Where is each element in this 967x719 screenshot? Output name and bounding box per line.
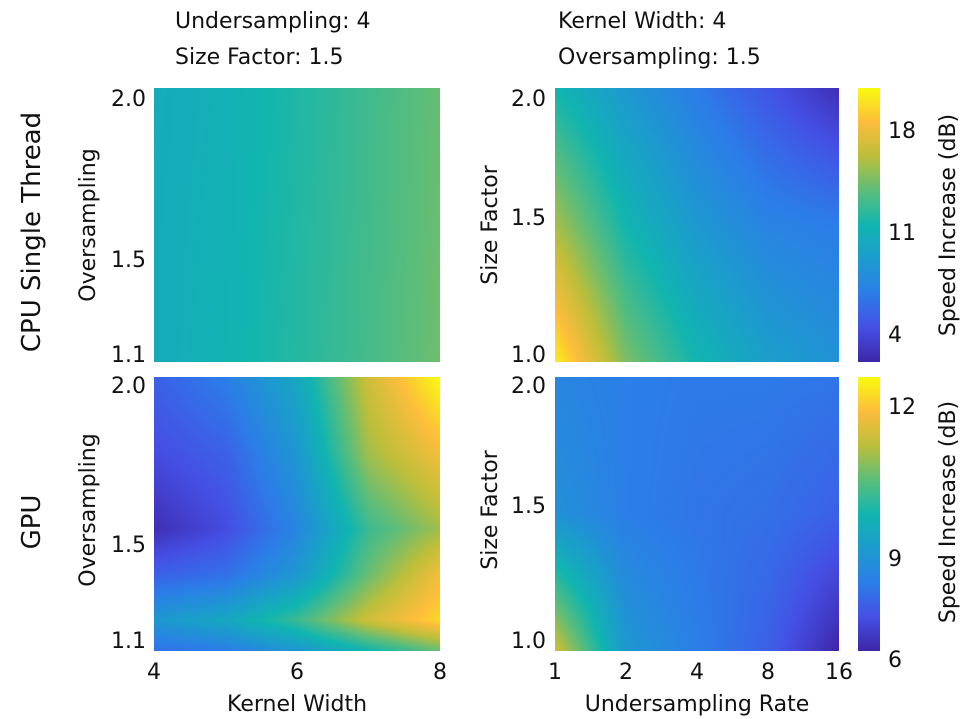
- p3-xtick-2: 4: [690, 660, 704, 685]
- p1-ytick-2: 2.0: [511, 87, 546, 112]
- p2-ytick-2: 2.0: [111, 374, 146, 399]
- header-undersampling: Undersampling: 4: [175, 9, 370, 34]
- cb0-tick-0: 4: [888, 323, 902, 348]
- colorbar-cpu: [858, 88, 880, 362]
- p3-xtick-3: 8: [761, 660, 775, 685]
- row-label-gpu: GPU: [17, 495, 47, 550]
- p3-ytick-1: 1.5: [511, 494, 546, 519]
- p2-ytick-1: 1.5: [111, 533, 146, 558]
- p3-ytick-0: 1.0: [511, 629, 546, 654]
- heatmap-cpu-size-factor: [555, 88, 839, 362]
- heatmap-cpu-oversampling: [154, 88, 440, 362]
- cb1-tick-2: 12: [888, 395, 916, 420]
- heatmap-gpu-oversampling: [154, 377, 440, 651]
- p1-ylabel: Size Factor: [478, 164, 503, 284]
- heatmap-gpu-size-factor: [555, 377, 839, 651]
- p3-ytick-2: 2.0: [511, 374, 546, 399]
- p1-ytick-1: 1.5: [511, 206, 546, 231]
- p0-ytick-1: 1.5: [111, 248, 146, 273]
- p0-ytick-0: 1.1: [111, 343, 146, 368]
- cb0-label: Speed Increase (dB): [936, 114, 961, 336]
- cb0-tick-1: 11: [888, 221, 916, 246]
- p0-ylabel: Oversampling: [76, 148, 101, 301]
- p2-xtick-1: 6: [290, 660, 304, 685]
- p2-xtick-2: 8: [433, 660, 447, 685]
- p0-ytick-2: 2.0: [111, 87, 146, 112]
- p3-xtick-0: 1: [548, 660, 562, 685]
- colorbar-gpu: [858, 377, 880, 651]
- p2-xlabel: Kernel Width: [227, 692, 367, 717]
- p2-xtick-0: 4: [147, 660, 161, 685]
- header-size-factor: Size Factor: 1.5: [175, 45, 344, 70]
- p2-ylabel: Oversampling: [76, 433, 101, 586]
- p3-xlabel: Undersampling Rate: [585, 692, 810, 717]
- header-oversampling: Oversampling: 1.5: [558, 45, 761, 70]
- p2-ytick-0: 1.1: [111, 629, 146, 654]
- p3-ylabel: Size Factor: [478, 449, 503, 569]
- p3-xtick-4: 16: [825, 660, 853, 685]
- cb1-tick-0: 6: [888, 648, 902, 673]
- cb0-tick-2: 18: [888, 119, 916, 144]
- p1-ytick-0: 1.0: [511, 343, 546, 368]
- header-kernel-width: Kernel Width: 4: [558, 9, 726, 34]
- cb1-tick-1: 9: [888, 547, 902, 572]
- row-label-cpu: CPU Single Thread: [17, 112, 47, 352]
- p3-xtick-1: 2: [619, 660, 633, 685]
- cb1-label: Speed Increase (dB): [936, 401, 961, 623]
